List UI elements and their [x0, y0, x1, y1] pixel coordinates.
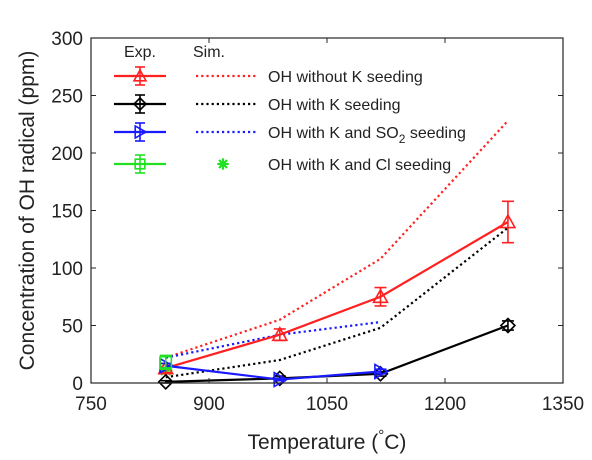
- legend-label-0: OH without K seeding: [268, 69, 423, 86]
- x-axis-title-unit: C): [384, 431, 406, 454]
- legend-label-text-1: OH with K seeding: [268, 97, 401, 114]
- plot-area: [157, 120, 517, 390]
- x-axis-title: Temperature (°C): [248, 427, 407, 454]
- x-tick-label: 750: [75, 394, 107, 415]
- legend-exp-marker-3: [134, 158, 146, 170]
- exp-series-point-1: [271, 370, 288, 387]
- x-tick-label: 1050: [306, 394, 348, 415]
- sim-series-line-1: [165, 226, 509, 379]
- exp-series-point-1: [157, 373, 174, 390]
- y-tick-label: 200: [51, 144, 83, 165]
- legend-label-tail-2: seeding: [405, 125, 466, 142]
- y-tick-label: 100: [51, 259, 83, 280]
- y-tick-label: 300: [51, 29, 83, 50]
- x-axis-title-degree: °: [378, 427, 384, 444]
- y-tick-label: 0: [72, 374, 83, 395]
- exp-series-point-2: [374, 363, 390, 380]
- legend-exp-marker-2: [134, 124, 148, 140]
- y-tick-label: 250: [51, 87, 83, 108]
- legend-label-text-3: OH with K and Cl seeding: [268, 157, 451, 174]
- axes: 750 900 1050 1200 1350 0 50 100 150 200 250 300 Temp…: [16, 29, 584, 454]
- exp-series-point-3: [159, 355, 173, 369]
- legend-label-sub-2: 2: [399, 132, 406, 146]
- legend-sim-marker-3: [217, 158, 229, 170]
- legend: Exp. Sim. OH without K seeding OH with K se…: [114, 44, 466, 174]
- y-tick-label: 150: [51, 202, 83, 223]
- legend-label-1: OH with K seeding: [268, 97, 401, 114]
- legend-sim-marker-3-stroke: [218, 159, 228, 169]
- exp-series-point-1: [499, 317, 517, 334]
- legend-exp-marker-0: [132, 68, 148, 82]
- legend-label-3: OH with K and Cl seeding: [268, 157, 451, 174]
- x-tick-label: 900: [193, 394, 225, 415]
- legend-label-text-0: OH without K seeding: [268, 69, 423, 86]
- x-tick-label: 1200: [424, 394, 466, 415]
- legend-header-exp: Exp.: [124, 44, 156, 61]
- legend-exp-marker-1: [132, 96, 148, 112]
- exp-series-point-0: [499, 213, 517, 229]
- x-axis-title-main: Temperature (: [248, 431, 379, 454]
- x-tick-label: 1350: [542, 394, 584, 415]
- y-axis-title: Concentration of OH radical (ppm): [16, 51, 39, 371]
- exp-series-point-0: [271, 326, 289, 342]
- legend-header-sim: Sim.: [193, 44, 225, 61]
- legend-label-main-2: OH with K and SO: [268, 125, 399, 142]
- y-tick-label: 50: [62, 317, 83, 338]
- exp-series-point-0: [372, 288, 389, 304]
- exp-series-line-0: [165, 221, 509, 370]
- legend-label-2: OH with K and SO2 seeding: [268, 125, 466, 146]
